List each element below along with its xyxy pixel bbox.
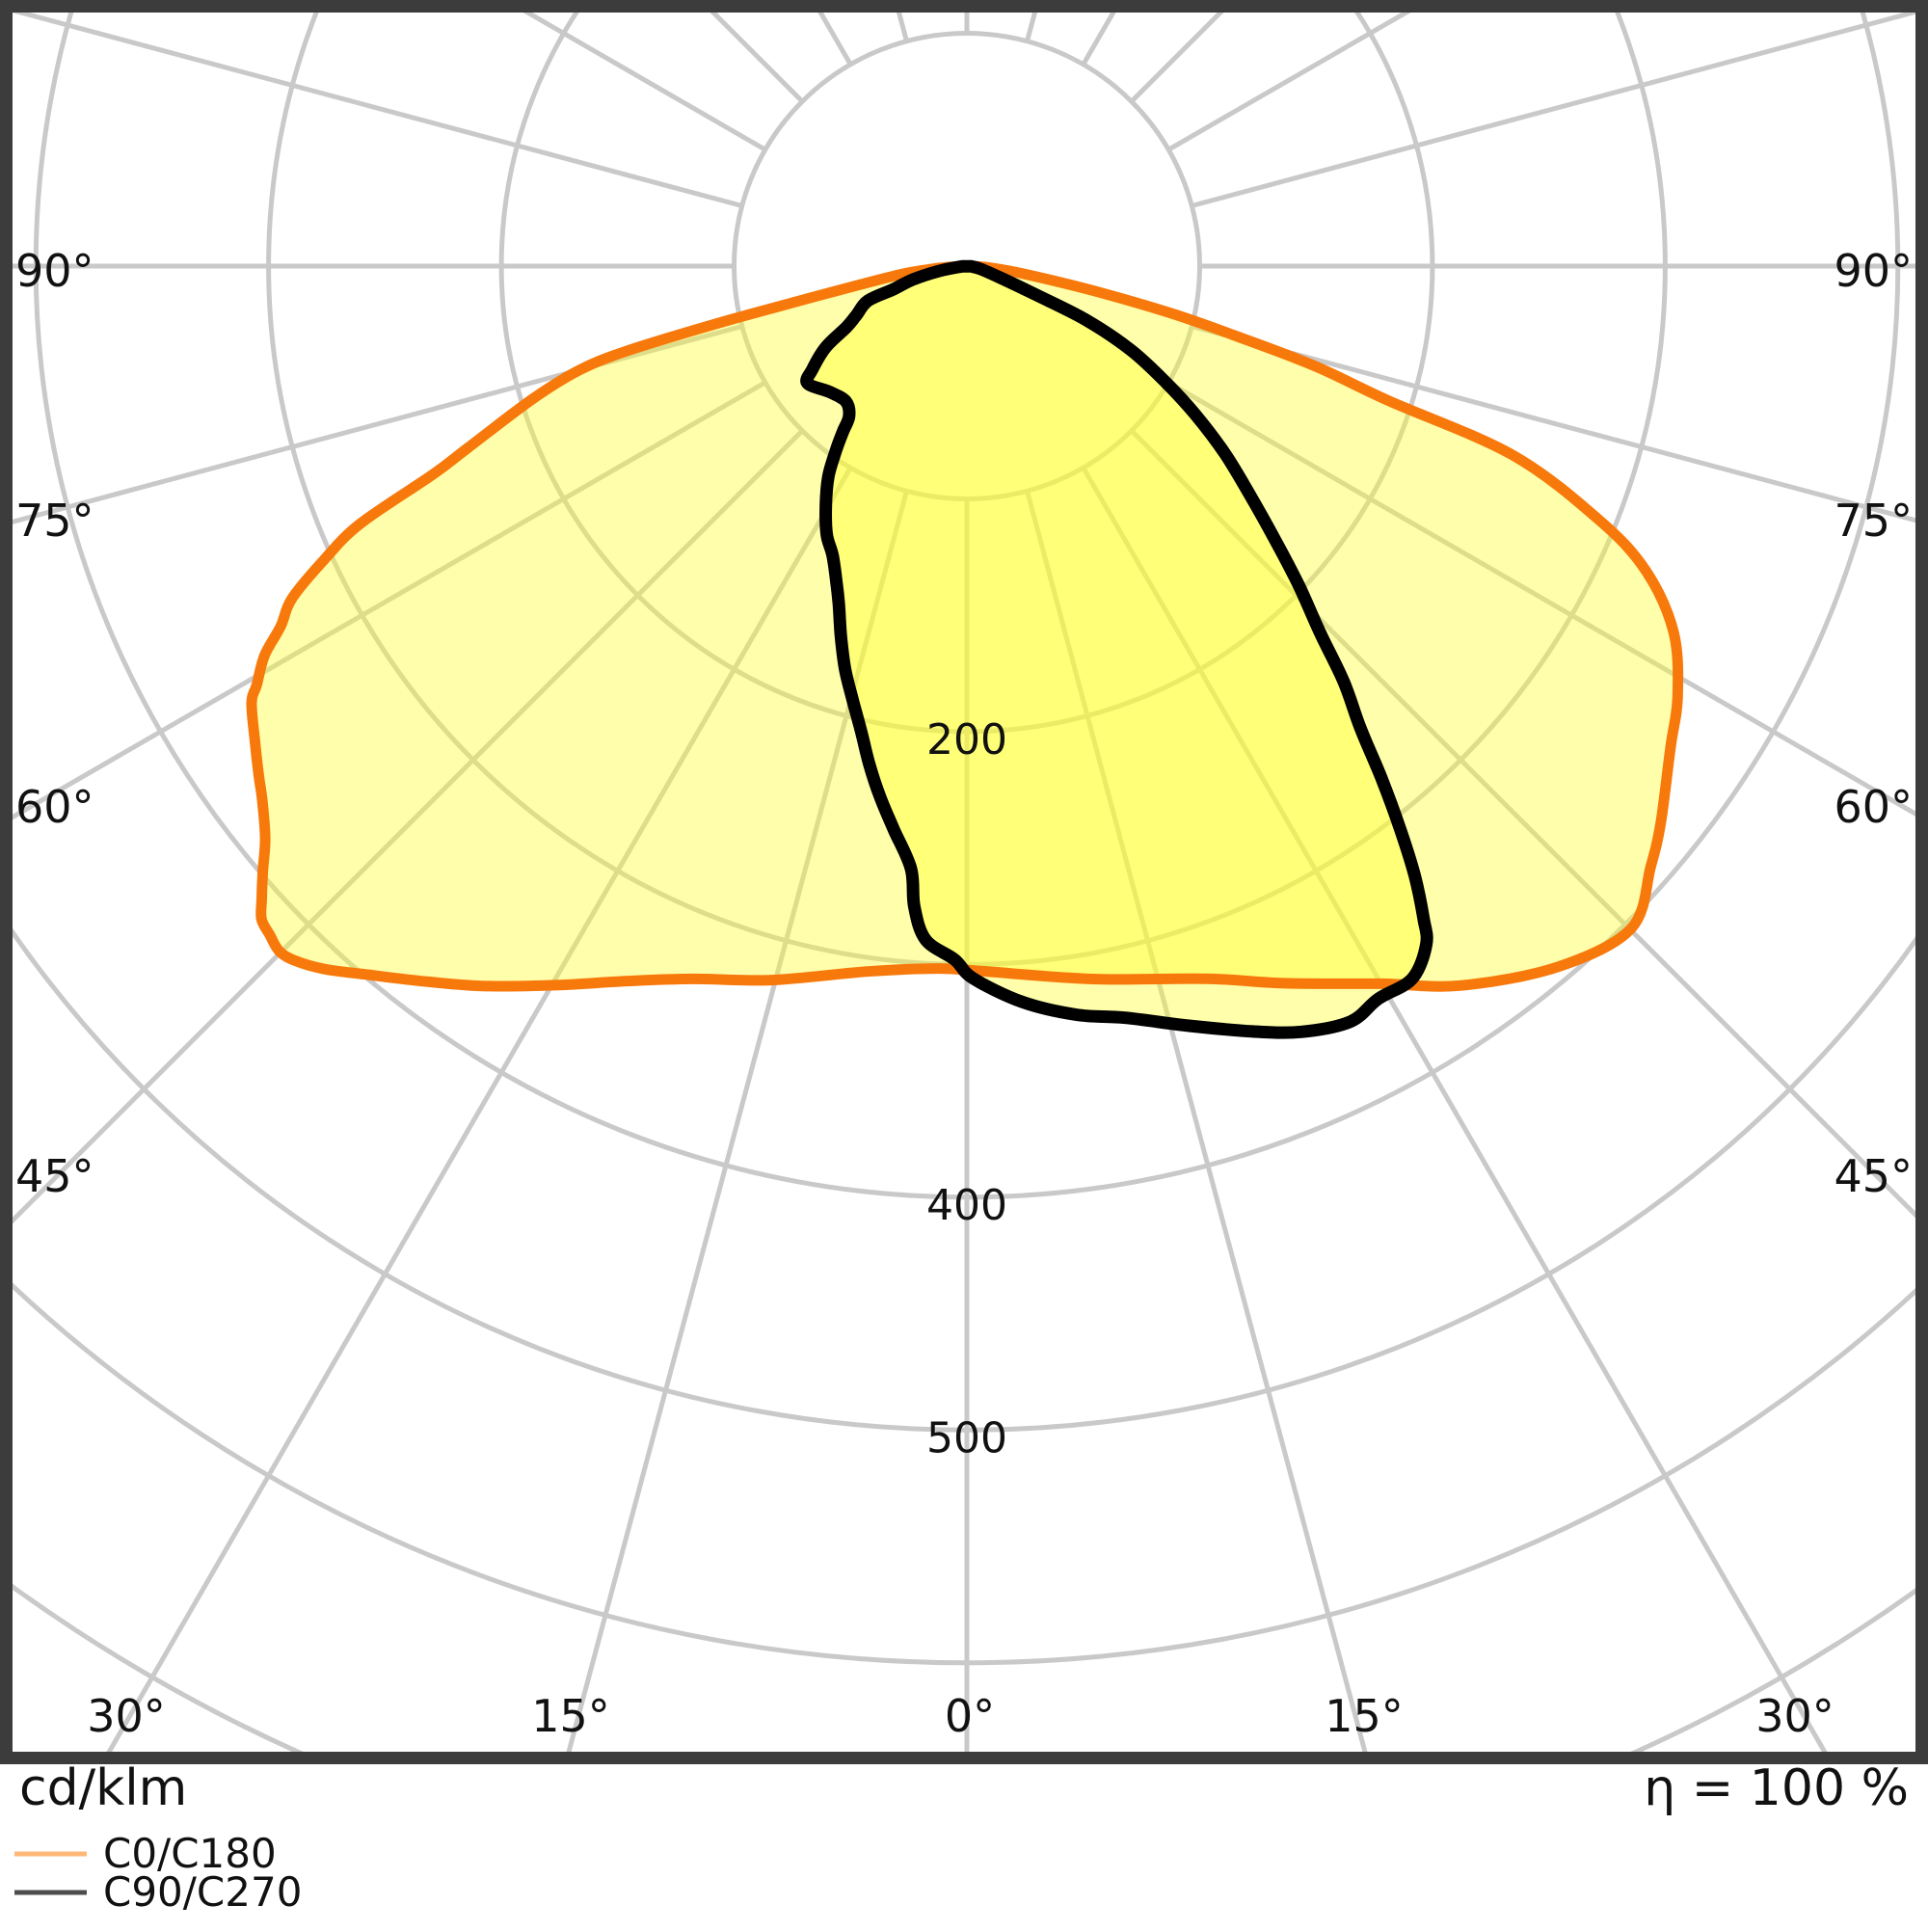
grid-spoke <box>1191 13 1915 208</box>
radial-tick-label: 500 <box>926 1413 1007 1462</box>
radial-tick-label: 200 <box>926 715 1007 765</box>
grid-spoke <box>1025 490 1368 1752</box>
angle-label-left: 90° <box>15 245 94 297</box>
angle-label-bottom: 30° <box>87 1690 166 1742</box>
efficiency-label: η = 100 % <box>1644 1759 1909 1817</box>
grid-spoke <box>106 466 853 1752</box>
angle-label-left: 60° <box>15 781 94 833</box>
grid-spoke <box>1191 324 1915 523</box>
grid-spoke <box>13 13 743 208</box>
grid-spoke <box>1166 13 1411 152</box>
angle-label-left: 45° <box>15 1150 94 1202</box>
angle-label-bottom: 0° <box>945 1690 995 1742</box>
grid-spoke <box>1166 380 1915 818</box>
grid-spoke <box>13 380 767 820</box>
unit-label: cd/klm <box>19 1759 187 1817</box>
angle-label-bottom: 15° <box>531 1690 610 1742</box>
angle-label-right: 90° <box>1834 245 1913 297</box>
grid-spoke <box>13 324 743 524</box>
beam-fill-c90-c270 <box>806 266 1428 1033</box>
grid-spoke <box>13 428 805 1224</box>
grid-spoke <box>522 13 767 152</box>
plot-border <box>0 0 1928 1764</box>
intensity-curves <box>246 259 1684 1039</box>
axis-labels: 200 400 500 90° 75° 60° 45° 90° 75° 60° 45° 30° 15° 0… <box>15 245 1913 1742</box>
curve-c0-c180 <box>246 260 1684 992</box>
beam-fill-areas <box>251 266 1678 1033</box>
legend: C0/C180 C90/C270 <box>14 1830 302 1916</box>
angle-label-left: 75° <box>15 495 94 547</box>
angle-label-right: 75° <box>1834 495 1913 547</box>
angle-label-right: 60° <box>1834 781 1913 833</box>
angle-label-bottom: 15° <box>1325 1690 1404 1742</box>
grid-spoke <box>566 490 909 1752</box>
legend-label-c90-c270: C90/C270 <box>103 1868 302 1916</box>
legend-label-c0-c180: C0/C180 <box>103 1830 277 1877</box>
grid-spoke <box>1081 466 1828 1752</box>
angle-label-right: 45° <box>1834 1150 1913 1202</box>
radial-tick-label: 400 <box>926 1181 1007 1230</box>
beam-fill-c0-c180 <box>251 266 1678 987</box>
angle-label-bottom: 30° <box>1755 1690 1834 1742</box>
curve-c90-c270 <box>800 259 1433 1039</box>
